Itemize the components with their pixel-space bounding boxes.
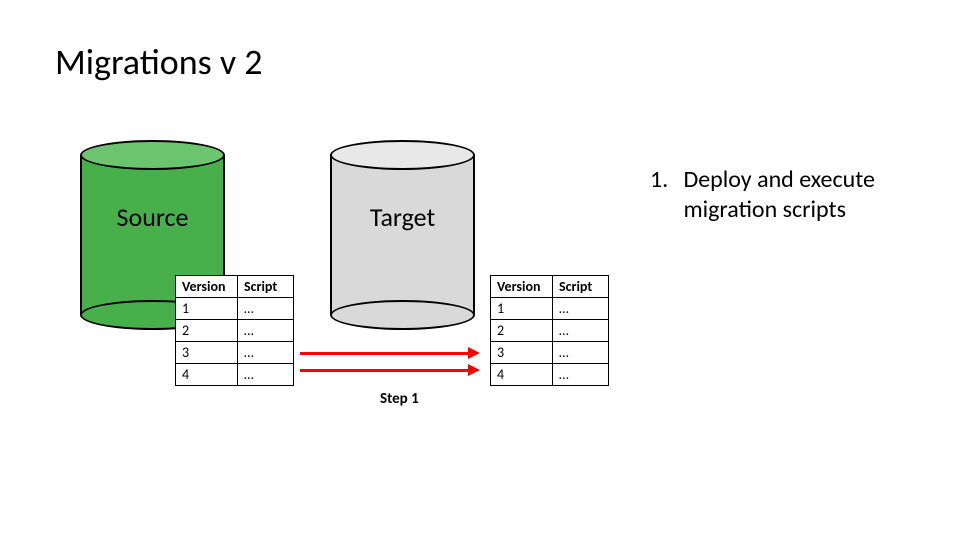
target-cylinder: Target (330, 140, 475, 330)
table-cell: 2 (491, 320, 553, 342)
step-label: Step 1 (380, 390, 419, 408)
table-cell: 4 (176, 364, 238, 386)
table-cell: 2 (176, 320, 238, 342)
table-row: 3… (491, 342, 609, 364)
table-cell: … (238, 342, 294, 364)
table-row: 1… (176, 298, 294, 320)
source-label: Source (80, 201, 225, 233)
table-cell: … (553, 342, 609, 364)
page-title: Migrations v 2 (55, 40, 263, 84)
target-table: VersionScript1…2…3…4… (490, 275, 609, 386)
table-cell: … (553, 298, 609, 320)
table-row: 3… (176, 342, 294, 364)
table-cell: … (238, 320, 294, 342)
table-header: Script (238, 276, 294, 298)
table-header: Version (176, 276, 238, 298)
source-table: VersionScript1…2…3…4… (175, 275, 294, 386)
table-cell: 1 (176, 298, 238, 320)
bullet-item: 1. Deploy and execute migration scripts (650, 165, 933, 225)
table-row: 4… (491, 364, 609, 386)
table-cell: … (238, 364, 294, 386)
table-cell: 4 (491, 364, 553, 386)
bullet-number: 1. (650, 165, 678, 195)
table-cell: 3 (491, 342, 553, 364)
table-row: 1… (491, 298, 609, 320)
table-cell: … (238, 298, 294, 320)
table-header: Script (553, 276, 609, 298)
table-row: 4… (176, 364, 294, 386)
target-label: Target (330, 201, 475, 233)
table-cell: 3 (176, 342, 238, 364)
bullet-body: Deploy and execute migration scripts (683, 165, 933, 225)
table-cell: … (553, 320, 609, 342)
table-cell: … (553, 364, 609, 386)
table-header: Version (491, 276, 553, 298)
table-row: 2… (491, 320, 609, 342)
table-cell: 1 (491, 298, 553, 320)
table-row: 2… (176, 320, 294, 342)
